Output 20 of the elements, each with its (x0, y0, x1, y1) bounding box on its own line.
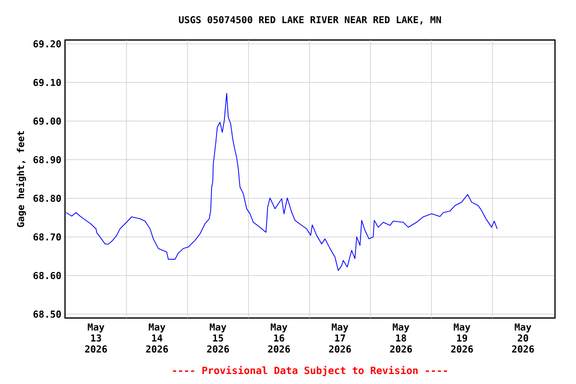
x-tick-label: May 14 2026 (146, 324, 168, 353)
x-tick-label: May 16 2026 (268, 324, 290, 353)
y-tick-label: 69.20 (33, 40, 61, 48)
x-tick-label: May 18 2026 (390, 324, 412, 353)
y-tick-label: 69.00 (33, 117, 61, 125)
x-tick-label: May 13 2026 (85, 324, 107, 353)
chart-title: USGS 05074500 RED LAKE RIVER NEAR RED LAKE, MN (178, 16, 441, 24)
y-axis-title: Gage height, feet (16, 131, 26, 228)
y-tick-label: 69.10 (33, 78, 61, 86)
y-tick-label: 68.70 (33, 233, 61, 241)
y-tick-label: 68.60 (33, 272, 61, 280)
x-tick-label: May 15 2026 (207, 324, 229, 353)
text: ---- Provisional Data Subject to Revision ---- (173, 366, 447, 376)
y-tick-label: 68.50 (33, 310, 61, 318)
y-tick-label: 68.80 (33, 194, 61, 202)
x-tick-label: May 17 2026 (329, 324, 351, 353)
x-tick-label: May 19 2026 (451, 324, 473, 353)
y-tick-label: 68.90 (33, 156, 61, 164)
line-series (66, 92, 498, 271)
x-tick-label: May 20 2026 (512, 324, 534, 353)
